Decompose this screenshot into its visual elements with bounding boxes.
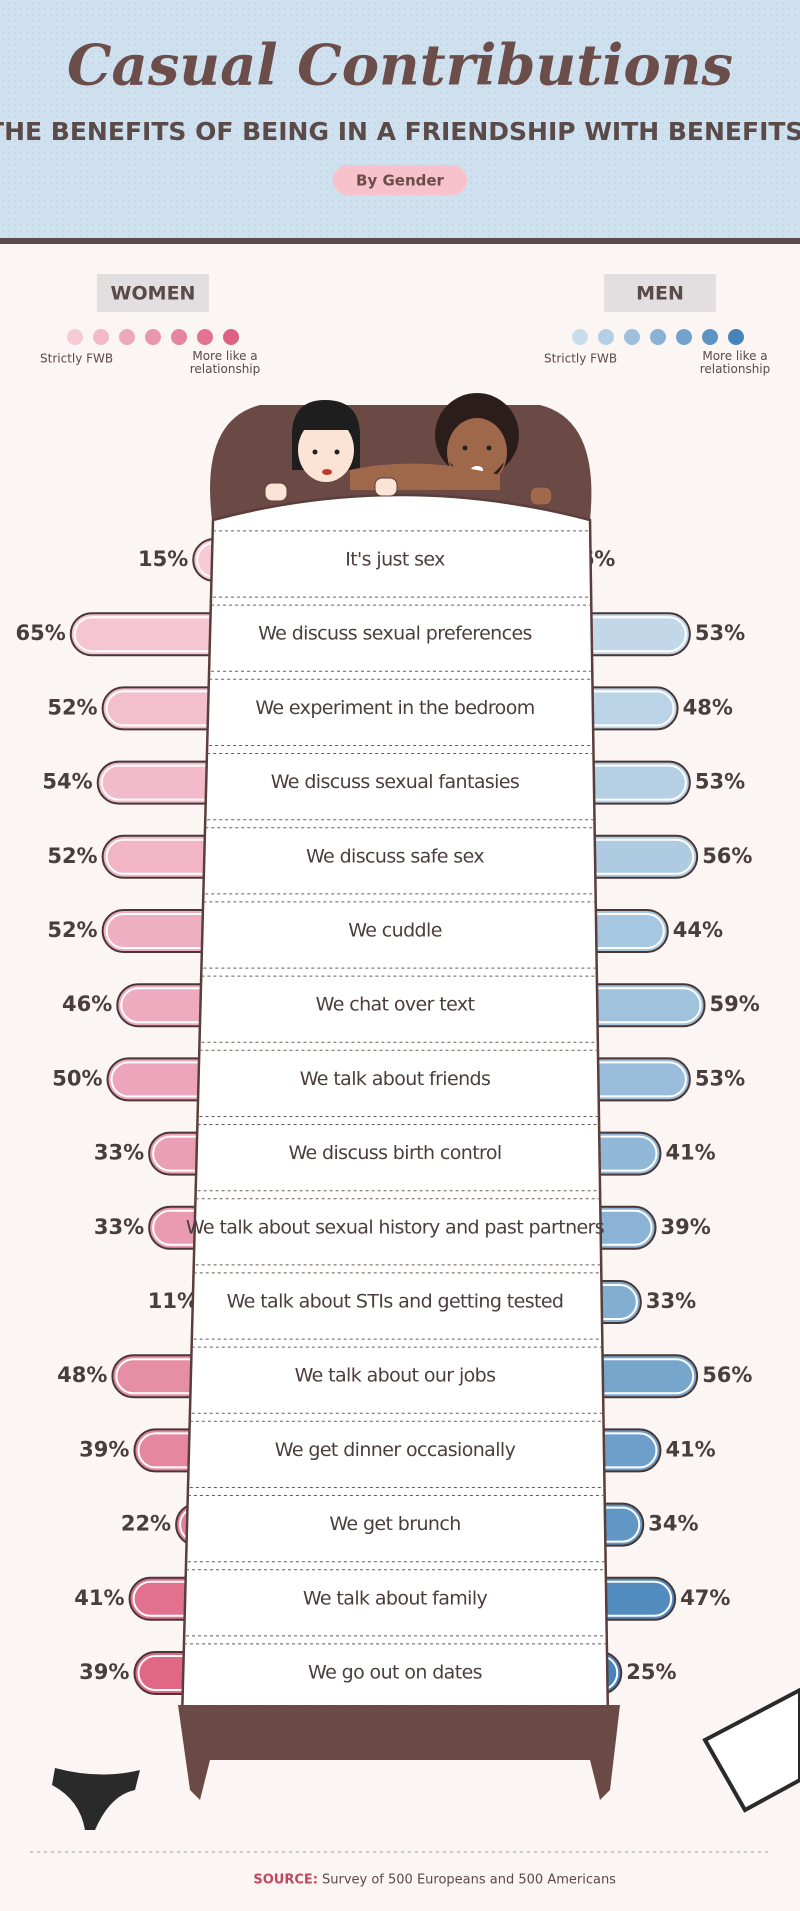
legend-dots-men — [572, 329, 744, 345]
value-label: 54% — [42, 770, 92, 794]
value-label: 59% — [710, 992, 760, 1016]
women-tag — [97, 274, 209, 312]
value-label: 33% — [646, 1289, 696, 1313]
value-label: 39% — [661, 1215, 711, 1239]
badge: By Gender — [356, 172, 445, 190]
man — [435, 393, 519, 486]
value-label: 15% — [138, 547, 188, 571]
row-label: We cuddle — [348, 920, 442, 942]
source-label: SOURCE: — [253, 1873, 318, 1888]
value-label: 41% — [74, 1586, 124, 1610]
value-label: 33% — [94, 1141, 144, 1165]
value-label: 50% — [52, 1066, 102, 1090]
value-label: 52% — [47, 918, 97, 942]
value-label: 41% — [665, 1437, 715, 1461]
row-label: We experiment in the bedroom — [255, 697, 534, 719]
header-band — [0, 0, 800, 238]
row-label: We get dinner occasionally — [275, 1439, 516, 1461]
value-label: 39% — [79, 1437, 129, 1461]
row-label: We discuss sexual preferences — [258, 623, 532, 645]
title: Casual Contributions — [67, 33, 733, 99]
value-label: 46% — [62, 992, 112, 1016]
value-label: 48% — [683, 695, 733, 719]
legend-low-men: Strictly FWB — [544, 352, 617, 366]
hands — [264, 477, 553, 506]
value-label: 52% — [47, 695, 97, 719]
value-label: 47% — [680, 1586, 730, 1610]
legend-high-men-text: More like a relationship — [699, 350, 771, 376]
row-label: We discuss safe sex — [306, 845, 484, 867]
row-label: We talk about family — [303, 1587, 488, 1609]
value-label: 33% — [94, 1215, 144, 1239]
legend-high-men: More like a relationship — [699, 350, 771, 376]
legend-low-women: Strictly FWB — [40, 352, 113, 366]
value-label: 52% — [47, 844, 97, 868]
value-label: 53% — [695, 621, 745, 645]
row-label: We discuss birth control — [288, 1142, 501, 1164]
subtitle: THE BENEFITS OF BEING IN A FRIENDSHIP WI… — [0, 117, 800, 146]
badge-bg — [333, 165, 467, 195]
value-label: 34% — [648, 1512, 698, 1536]
sheet — [180, 493, 610, 1722]
men-tag — [604, 274, 716, 312]
bed-foot — [178, 1705, 620, 1800]
row-label: We get brunch — [329, 1513, 460, 1535]
value-label: 39% — [79, 1660, 129, 1684]
rows: It's just sex We discuss sexual preferenc… — [184, 530, 608, 1711]
underwear-right — [702, 1687, 800, 1813]
value-label: 53% — [695, 770, 745, 794]
value-label: 44% — [673, 918, 723, 942]
row-label: We go out on dates — [308, 1662, 482, 1684]
value-label: 65% — [15, 621, 65, 645]
row-label: It's just sex — [345, 549, 445, 571]
value-label: 25% — [626, 1660, 676, 1684]
legend-dots-women — [67, 329, 239, 345]
legend-high-women-text: More like a relationship — [189, 350, 261, 376]
header-rule — [0, 238, 800, 244]
woman — [291, 400, 361, 482]
row-label: We talk about STIs and getting tested — [227, 1291, 564, 1313]
value-label: 11% — [148, 1289, 198, 1313]
legend-women: WOMEN — [111, 283, 196, 305]
value-label: 41% — [665, 1141, 715, 1165]
legend-men: MEN — [636, 283, 684, 305]
row-label: We talk about friends — [300, 1068, 491, 1090]
row-label: We chat over text — [316, 994, 475, 1016]
row-label: We talk about our jobs — [295, 1365, 496, 1387]
value-label: 53% — [695, 1066, 745, 1090]
value-label: 56% — [702, 1363, 752, 1387]
value-label: 48% — [57, 1363, 107, 1387]
underwear-left — [52, 1768, 140, 1830]
row-label: We talk about sexual history and past pa… — [186, 1216, 604, 1238]
legend-high-women: More like a relationship — [189, 350, 261, 376]
value-label: 22% — [121, 1512, 171, 1536]
row-label: We discuss sexual fantasies — [271, 771, 520, 793]
value-label: 56% — [702, 844, 752, 868]
source: Survey of 500 Europeans and 500 American… — [322, 1873, 616, 1888]
